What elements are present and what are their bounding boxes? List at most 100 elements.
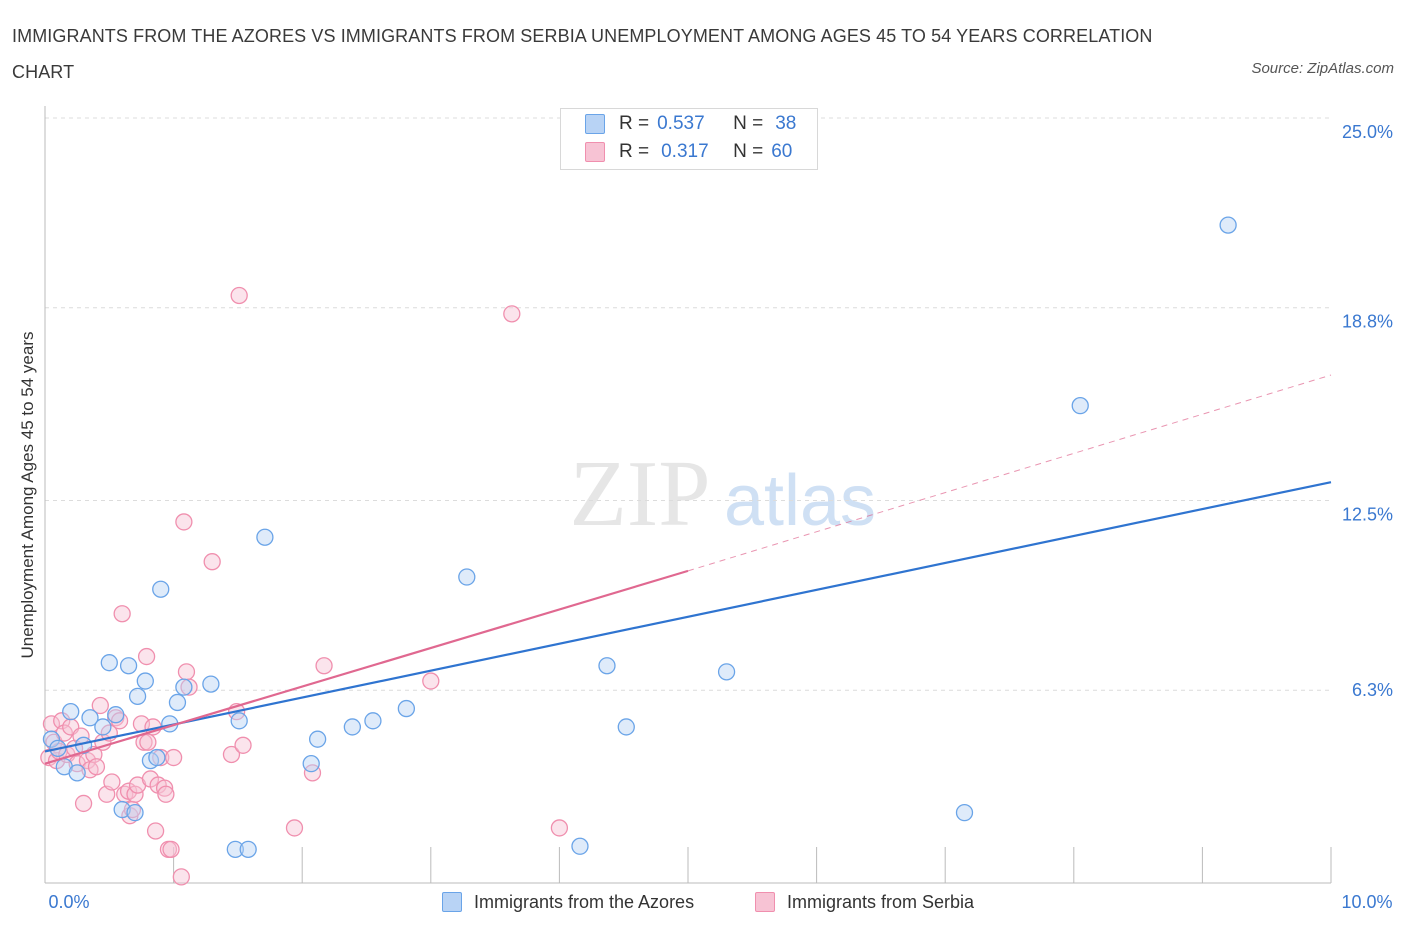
- y-tick-label: 12.5%: [1342, 505, 1393, 525]
- azores-point: [107, 706, 125, 724]
- azores-n-value: 38: [775, 113, 797, 134]
- azores-point: [239, 840, 257, 858]
- azores-point: [230, 712, 248, 730]
- azores-point: [175, 678, 193, 696]
- azores-point: [148, 748, 166, 767]
- serbia-point: [155, 779, 174, 797]
- legend-row-serbia: R = 0.317 N = 60: [585, 139, 792, 165]
- azores-point: [343, 718, 362, 736]
- y-tick-label: 25.0%: [1342, 122, 1393, 142]
- serbia-point: [222, 745, 241, 764]
- serbia-swatch: [585, 142, 605, 162]
- serbia-trend-line: [44, 569, 689, 765]
- azores-point: [458, 568, 476, 586]
- serbia-point: [74, 794, 93, 813]
- serbia-point: [234, 736, 252, 754]
- serbia-point: [285, 819, 304, 837]
- serbia-trend-extension: [687, 374, 1332, 572]
- azores-point: [126, 803, 144, 822]
- serbia-point: [175, 513, 193, 531]
- chart-title: IMMIGRANTS FROM THE AZORES VS IMMIGRANTS…: [12, 26, 1153, 82]
- trend-lines: [44, 374, 1332, 765]
- grid: [45, 117, 1331, 691]
- serbia-point: [203, 553, 221, 571]
- azores-legend-swatch: [442, 892, 462, 912]
- serbia-point: [550, 819, 569, 837]
- series-legend: Immigrants from the Azores Immigrants fr…: [0, 888, 1406, 916]
- serbia-point: [139, 733, 157, 751]
- legend-item-azores[interactable]: Immigrants from the Azores: [442, 888, 694, 916]
- serbia-point: [113, 605, 131, 623]
- y-tick-label: 18.8%: [1342, 312, 1393, 332]
- azores-point: [128, 687, 147, 705]
- tick-labels: 6.3% 12.5% 18.8% 25.0% 0.0% 10.0%: [48, 122, 1393, 912]
- azores-swatch: [585, 114, 605, 134]
- azores-point: [42, 730, 61, 748]
- azores-point: [717, 663, 736, 681]
- serbia-points: [40, 286, 569, 886]
- azores-point: [119, 657, 138, 675]
- watermark: ZIP atlas: [570, 442, 877, 546]
- azores-point: [81, 709, 99, 727]
- y-tick-label: 6.3%: [1352, 680, 1393, 700]
- serbia-point: [162, 840, 180, 858]
- serbia-point: [137, 647, 156, 666]
- azores-points: [42, 216, 1237, 858]
- watermark-zip: ZIP: [570, 442, 711, 546]
- azores-r-value: 0.537: [657, 113, 705, 134]
- azores-point: [68, 764, 86, 782]
- x-tick-label: 0.0%: [48, 892, 89, 912]
- serbia-r-value: 0.317: [661, 141, 709, 162]
- azores-point: [62, 702, 80, 721]
- serbia-n-value: 60: [771, 141, 793, 162]
- azores-point: [202, 675, 220, 693]
- azores-point: [598, 657, 616, 675]
- axes: [44, 106, 1332, 884]
- azores-point: [226, 840, 244, 858]
- x-tick-label: 10.0%: [1341, 892, 1392, 912]
- serbia-point: [146, 822, 165, 840]
- azores-point: [308, 730, 327, 748]
- azores-point: [100, 654, 118, 672]
- serbia-point: [164, 748, 183, 767]
- azores-point: [571, 837, 589, 855]
- correlation-legend: R = 0.537 N = 38 R = 0.317 N = 60: [560, 108, 818, 170]
- serbia-n-label: N =: [733, 141, 764, 162]
- azores-point: [152, 580, 170, 598]
- azores-point: [955, 803, 974, 822]
- azores-point: [1071, 396, 1089, 415]
- azores-point: [136, 672, 154, 690]
- azores-point: [302, 755, 320, 773]
- serbia-point: [177, 663, 196, 681]
- serbia-point: [103, 773, 121, 791]
- azores-point: [256, 528, 274, 546]
- azores-point: [617, 718, 635, 736]
- serbia-point: [42, 715, 61, 733]
- azores-point: [113, 800, 131, 819]
- azores-legend-label: Immigrants from the Azores: [474, 891, 695, 912]
- serbia-legend-label: Immigrants from Serbia: [787, 891, 975, 912]
- azores-point: [1219, 216, 1237, 234]
- source-label: Source: ZipAtlas.com: [1251, 60, 1394, 77]
- serbia-r-label: R =: [619, 141, 650, 162]
- serbia-point: [172, 868, 190, 886]
- legend-row-azores: R = 0.537 N = 38: [585, 111, 796, 137]
- azores-point: [94, 718, 112, 736]
- azores-point: [168, 693, 187, 712]
- serbia-point: [87, 758, 106, 776]
- serbia-point: [180, 678, 198, 696]
- serbia-point: [91, 696, 109, 715]
- serbia-point: [503, 305, 521, 323]
- serbia-point: [230, 286, 248, 305]
- serbia-point: [315, 657, 333, 675]
- serbia-legend-swatch: [755, 892, 775, 912]
- azores-point: [397, 699, 416, 718]
- azores-r-label: R =: [619, 113, 650, 134]
- azores-trend-line: [44, 481, 1332, 753]
- serbia-point: [152, 748, 170, 767]
- serbia-point: [422, 672, 440, 690]
- legend-item-serbia[interactable]: Immigrants from Serbia: [755, 888, 974, 916]
- serbia-point: [157, 785, 175, 803]
- azores-point: [364, 712, 382, 730]
